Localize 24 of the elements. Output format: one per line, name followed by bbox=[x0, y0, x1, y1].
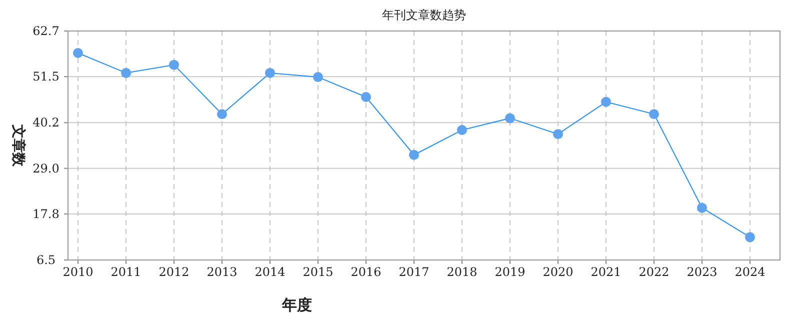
x-tick-label: 2012 bbox=[158, 265, 190, 279]
y-tick-label: 62.7 bbox=[32, 24, 60, 38]
chart-title: 年刊文章数趋势 bbox=[382, 8, 466, 22]
x-tick-label: 2015 bbox=[302, 265, 334, 279]
y-axis-title: 文章数 bbox=[10, 124, 27, 168]
x-tick-label: 2010 bbox=[62, 265, 94, 279]
x-tick-label: 2023 bbox=[686, 265, 718, 279]
y-tick-label: 6.5 bbox=[36, 253, 56, 267]
x-tick-label: 2016 bbox=[350, 265, 382, 279]
x-tick-label: 2011 bbox=[110, 265, 142, 279]
y-tick-label: 29.0 bbox=[32, 161, 60, 176]
x-tick-label: 2022 bbox=[638, 265, 670, 279]
y-tick-label: 51.5 bbox=[32, 70, 60, 84]
x-tick-label: 2024 bbox=[734, 265, 766, 279]
y-tick-label: 17.8 bbox=[32, 206, 60, 221]
x-tick-label: 2019 bbox=[494, 265, 526, 279]
x-tick-label: 2018 bbox=[446, 265, 478, 279]
x-axis-title: 年度 bbox=[281, 296, 312, 314]
y-tick-label: 40.2 bbox=[32, 116, 60, 130]
x-tick-label: 2020 bbox=[542, 265, 574, 279]
x-tick-label: 2013 bbox=[206, 265, 238, 279]
x-tick-label: 2014 bbox=[254, 265, 286, 279]
x-tick-label: 2017 bbox=[398, 265, 430, 279]
x-tick-label: 2021 bbox=[590, 265, 622, 279]
